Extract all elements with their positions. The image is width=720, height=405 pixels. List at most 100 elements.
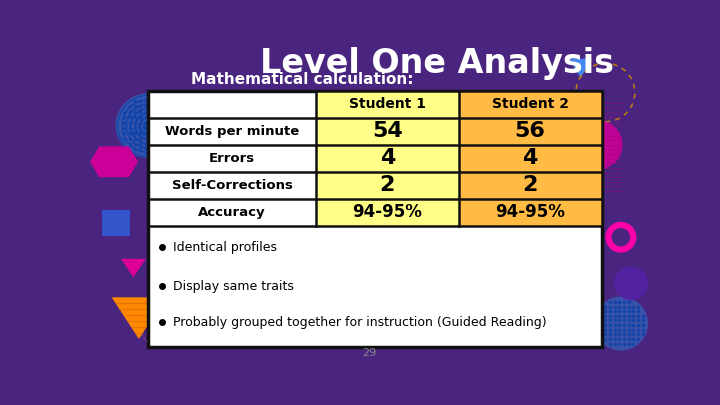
Point	[132, 103, 143, 110]
Point	[159, 143, 171, 149]
Point	[139, 130, 150, 137]
Point	[138, 120, 150, 127]
Point	[163, 100, 175, 106]
Text: 56: 56	[515, 122, 546, 141]
Point	[134, 107, 145, 113]
Point	[122, 113, 134, 119]
Point	[118, 142, 130, 148]
Point	[162, 140, 174, 146]
Point	[120, 109, 131, 116]
Point	[143, 109, 155, 116]
Point	[124, 134, 135, 141]
Point	[145, 126, 156, 133]
Point	[138, 92, 149, 98]
Point	[161, 104, 173, 110]
Point	[135, 143, 147, 150]
Point	[144, 126, 156, 133]
Point	[174, 122, 185, 129]
Point	[130, 99, 141, 106]
Point	[154, 117, 166, 123]
Point	[159, 116, 171, 123]
Point	[130, 134, 141, 141]
Point	[168, 106, 180, 112]
Point	[119, 143, 130, 149]
Point	[133, 122, 145, 128]
Point	[135, 119, 146, 125]
Point	[143, 127, 154, 133]
Point	[156, 122, 167, 129]
Point	[155, 151, 166, 157]
Point	[164, 144, 176, 151]
Point	[138, 96, 150, 103]
Point	[167, 133, 179, 139]
Point	[130, 118, 141, 124]
Point	[137, 116, 148, 122]
Point	[148, 139, 159, 146]
Point	[156, 123, 167, 129]
Point	[138, 124, 150, 130]
Point	[132, 131, 143, 137]
Point	[159, 108, 171, 115]
Point	[121, 117, 132, 123]
Point	[134, 112, 145, 119]
Point	[139, 149, 150, 155]
Point	[144, 140, 156, 146]
Point	[148, 153, 160, 159]
Polygon shape	[90, 146, 138, 177]
Point	[134, 122, 145, 128]
Point	[143, 113, 155, 120]
Point	[156, 145, 167, 151]
Point	[158, 107, 170, 114]
Point	[138, 130, 149, 136]
Point	[117, 139, 128, 146]
Point	[174, 119, 185, 126]
Point	[146, 121, 158, 127]
Point	[123, 112, 135, 119]
Point	[146, 124, 158, 131]
Point	[130, 128, 142, 134]
Point	[167, 141, 179, 148]
Point	[142, 127, 153, 133]
Point	[135, 118, 146, 125]
Point	[146, 149, 158, 155]
Point	[126, 129, 138, 136]
Point	[132, 102, 144, 109]
Point	[143, 131, 155, 138]
Point	[145, 110, 157, 116]
Point	[145, 131, 156, 137]
Point	[134, 126, 145, 132]
Point	[113, 132, 125, 139]
Point	[125, 97, 136, 104]
Point	[130, 151, 142, 158]
Point	[130, 151, 141, 157]
Point	[142, 131, 153, 138]
Point	[133, 122, 145, 129]
Point	[145, 149, 157, 155]
Point	[130, 128, 142, 135]
Point	[150, 97, 161, 103]
Point	[149, 101, 161, 108]
Point	[136, 111, 148, 117]
Point	[149, 152, 161, 159]
Point	[112, 121, 123, 128]
Point	[159, 127, 171, 134]
Point	[113, 112, 125, 119]
Point	[141, 136, 153, 142]
Bar	[148, 91, 601, 347]
Point	[140, 118, 152, 125]
Point	[150, 143, 162, 149]
Point	[124, 134, 135, 141]
Point	[153, 151, 164, 158]
Circle shape	[611, 228, 630, 247]
Point	[144, 126, 156, 133]
Point	[125, 136, 136, 142]
Point	[112, 119, 123, 126]
Point	[158, 107, 169, 113]
Point	[117, 130, 128, 136]
Point	[140, 149, 151, 155]
Point	[142, 100, 153, 107]
Point	[132, 137, 144, 144]
Point	[147, 124, 158, 130]
Point	[157, 113, 168, 119]
Point	[153, 113, 164, 120]
